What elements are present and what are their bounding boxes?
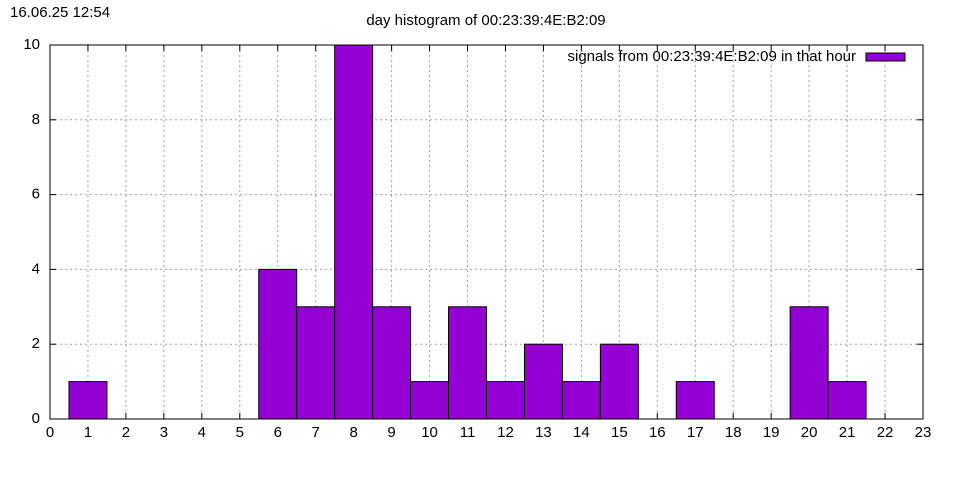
x-tick-label: 14 [573,424,590,441]
x-tick-label: 2 [122,424,130,441]
bar [789,306,829,420]
x-tick-label: 10 [421,424,438,441]
bar [372,306,412,420]
bar [523,343,563,420]
x-tick-label: 7 [312,424,320,441]
x-tick-label: 21 [839,424,856,441]
x-tick-label: 18 [725,424,742,441]
bar [296,306,336,420]
bar [410,381,450,420]
x-tick-label: 6 [274,424,282,441]
x-tick-label: 16 [649,424,666,441]
x-tick-label: 15 [611,424,628,441]
x-tick-label: 5 [236,424,244,441]
bar [561,381,601,420]
legend-swatch [865,52,906,62]
x-tick-label: 22 [877,424,894,441]
x-tick-label: 3 [160,424,168,441]
chart-title: day histogram of 00:23:39:4E:B2:09 [366,12,605,29]
x-tick-label: 23 [915,424,932,441]
y-tick-label: 0 [32,410,40,427]
x-tick-label: 4 [198,424,206,441]
y-tick-label: 2 [32,335,40,352]
plot-frame [49,44,924,420]
x-tick-label: 20 [801,424,818,441]
legend-label: signals from 00:23:39:4E:B2:09 in that h… [567,48,856,65]
y-tick-label: 6 [32,186,40,203]
bar [486,381,525,420]
x-tick-label: 12 [497,424,514,441]
x-tick-label: 9 [387,424,395,441]
x-tick-label: 0 [46,424,54,441]
y-tick-label: 10 [23,36,40,53]
y-tick-label: 4 [32,260,40,277]
timestamp: 16.06.25 12:54 [10,4,110,21]
x-tick-label: 1 [84,424,92,441]
bar [68,381,108,420]
x-tick-label: 19 [763,424,780,441]
x-tick-label: 8 [349,424,357,441]
bar [827,381,867,420]
bar [448,306,488,420]
x-tick-label: 11 [460,424,476,441]
bar [334,44,374,420]
y-tick-label: 8 [32,111,40,128]
bar [258,268,298,420]
bar [599,343,639,420]
x-tick-label: 13 [535,424,552,441]
bar [675,381,715,420]
x-tick-label: 17 [687,424,704,441]
